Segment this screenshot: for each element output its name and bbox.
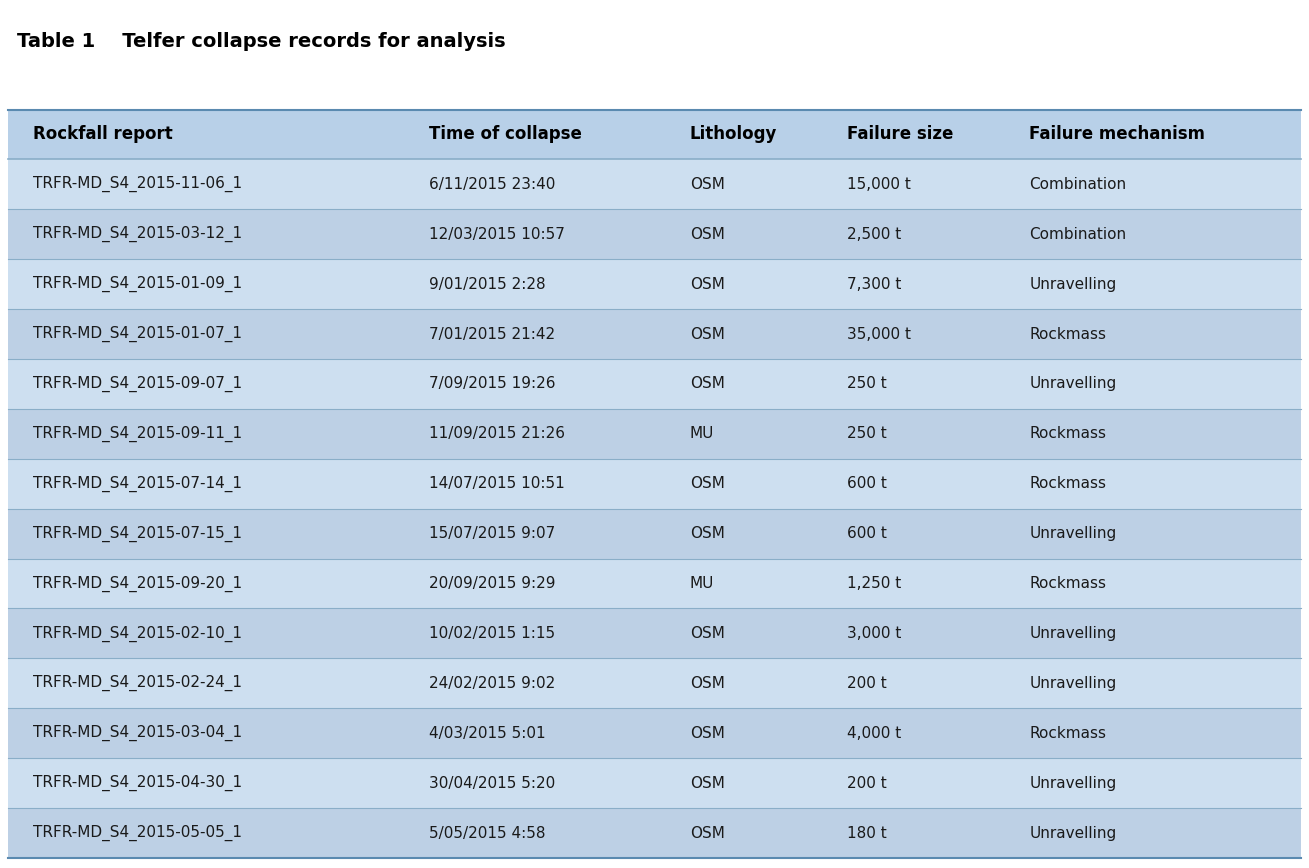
Bar [8, 109, 1301, 160]
Text: TRFR-MD_S4_2015-11-06_1: TRFR-MD_S4_2015-11-06_1 [33, 176, 242, 193]
Text: 15/07/2015 9:07: 15/07/2015 9:07 [428, 526, 555, 541]
Bar [8, 659, 1301, 708]
Text: 7/01/2015 21:42: 7/01/2015 21:42 [428, 326, 555, 342]
Text: Rockfall report: Rockfall report [33, 126, 173, 143]
Text: 7,300 t: 7,300 t [847, 277, 901, 292]
Bar [8, 708, 1301, 758]
Text: Failure size: Failure size [847, 126, 953, 143]
Text: OSM: OSM [690, 377, 725, 391]
Bar [8, 459, 1301, 509]
Text: 4/03/2015 5:01: 4/03/2015 5:01 [428, 726, 545, 740]
Text: Table 1    Telfer collapse records for analysis: Table 1 Telfer collapse records for anal… [17, 31, 505, 50]
Text: OSM: OSM [690, 526, 725, 541]
Text: TRFR-MD_S4_2015-02-10_1: TRFR-MD_S4_2015-02-10_1 [33, 625, 242, 641]
Text: 20/09/2015 9:29: 20/09/2015 9:29 [428, 576, 555, 591]
Text: TRFR-MD_S4_2015-09-20_1: TRFR-MD_S4_2015-09-20_1 [33, 575, 242, 592]
Text: OSM: OSM [690, 776, 725, 791]
Bar [8, 160, 1301, 209]
Text: OSM: OSM [690, 326, 725, 342]
Bar [8, 608, 1301, 659]
Text: OSM: OSM [690, 477, 725, 491]
Text: TRFR-MD_S4_2015-09-11_1: TRFR-MD_S4_2015-09-11_1 [33, 426, 242, 442]
Text: OSM: OSM [690, 277, 725, 292]
Text: 11/09/2015 21:26: 11/09/2015 21:26 [428, 426, 564, 441]
Text: Unravelling: Unravelling [1029, 825, 1117, 840]
Text: OSM: OSM [690, 227, 725, 242]
Text: 4,000 t: 4,000 t [847, 726, 901, 740]
Text: Rockmass: Rockmass [1029, 576, 1106, 591]
Text: TRFR-MD_S4_2015-01-07_1: TRFR-MD_S4_2015-01-07_1 [33, 326, 242, 342]
Text: Unravelling: Unravelling [1029, 277, 1117, 292]
Text: Time of collapse: Time of collapse [428, 126, 581, 143]
Text: 5/05/2015 4:58: 5/05/2015 4:58 [428, 825, 545, 840]
Text: TRFR-MD_S4_2015-07-15_1: TRFR-MD_S4_2015-07-15_1 [33, 525, 242, 542]
Text: Unravelling: Unravelling [1029, 626, 1117, 641]
Bar [8, 808, 1301, 858]
Text: TRFR-MD_S4_2015-07-14_1: TRFR-MD_S4_2015-07-14_1 [33, 476, 242, 492]
Bar [8, 509, 1301, 559]
Text: MU: MU [690, 576, 715, 591]
Text: Unravelling: Unravelling [1029, 676, 1117, 691]
Text: Rockmass: Rockmass [1029, 426, 1106, 441]
Text: 10/02/2015 1:15: 10/02/2015 1:15 [428, 626, 555, 641]
Text: 600 t: 600 t [847, 526, 886, 541]
Text: Combination: Combination [1029, 177, 1127, 192]
Text: OSM: OSM [690, 825, 725, 840]
Text: Rockmass: Rockmass [1029, 326, 1106, 342]
Text: Unravelling: Unravelling [1029, 776, 1117, 791]
Text: OSM: OSM [690, 626, 725, 641]
Text: Combination: Combination [1029, 227, 1127, 242]
Text: 12/03/2015 10:57: 12/03/2015 10:57 [428, 227, 564, 242]
Text: 250 t: 250 t [847, 377, 886, 391]
Text: Rockmass: Rockmass [1029, 477, 1106, 491]
Text: 180 t: 180 t [847, 825, 886, 840]
Text: 7/09/2015 19:26: 7/09/2015 19:26 [428, 377, 555, 391]
Text: 6/11/2015 23:40: 6/11/2015 23:40 [428, 177, 555, 192]
Text: 2,500 t: 2,500 t [847, 227, 901, 242]
Text: 9/01/2015 2:28: 9/01/2015 2:28 [428, 277, 545, 292]
Text: Failure mechanism: Failure mechanism [1029, 126, 1206, 143]
Text: 200 t: 200 t [847, 776, 886, 791]
Text: TRFR-MD_S4_2015-04-30_1: TRFR-MD_S4_2015-04-30_1 [33, 775, 242, 792]
Text: TRFR-MD_S4_2015-01-09_1: TRFR-MD_S4_2015-01-09_1 [33, 276, 242, 293]
Text: 30/04/2015 5:20: 30/04/2015 5:20 [428, 776, 555, 791]
Bar [8, 309, 1301, 359]
Text: Lithology: Lithology [690, 126, 778, 143]
Bar [8, 209, 1301, 260]
Bar [8, 409, 1301, 459]
Text: TRFR-MD_S4_2015-02-24_1: TRFR-MD_S4_2015-02-24_1 [33, 675, 242, 692]
Text: TRFR-MD_S4_2015-03-12_1: TRFR-MD_S4_2015-03-12_1 [33, 227, 242, 242]
Text: TRFR-MD_S4_2015-03-04_1: TRFR-MD_S4_2015-03-04_1 [33, 725, 242, 741]
Text: 250 t: 250 t [847, 426, 886, 441]
Text: OSM: OSM [690, 177, 725, 192]
Text: MU: MU [690, 426, 715, 441]
Text: 35,000 t: 35,000 t [847, 326, 911, 342]
Text: Rockmass: Rockmass [1029, 726, 1106, 740]
Text: TRFR-MD_S4_2015-05-05_1: TRFR-MD_S4_2015-05-05_1 [33, 825, 242, 841]
Text: OSM: OSM [690, 726, 725, 740]
Text: Unravelling: Unravelling [1029, 377, 1117, 391]
Text: 1,250 t: 1,250 t [847, 576, 901, 591]
Text: 24/02/2015 9:02: 24/02/2015 9:02 [428, 676, 555, 691]
Text: OSM: OSM [690, 676, 725, 691]
Bar [8, 260, 1301, 309]
Text: 600 t: 600 t [847, 477, 886, 491]
Bar [8, 359, 1301, 409]
Bar [8, 559, 1301, 608]
Text: TRFR-MD_S4_2015-09-07_1: TRFR-MD_S4_2015-09-07_1 [33, 376, 242, 392]
Text: 15,000 t: 15,000 t [847, 177, 910, 192]
Text: 200 t: 200 t [847, 676, 886, 691]
Text: Unravelling: Unravelling [1029, 526, 1117, 541]
Text: 3,000 t: 3,000 t [847, 626, 901, 641]
Text: 14/07/2015 10:51: 14/07/2015 10:51 [428, 477, 564, 491]
Bar [8, 758, 1301, 808]
